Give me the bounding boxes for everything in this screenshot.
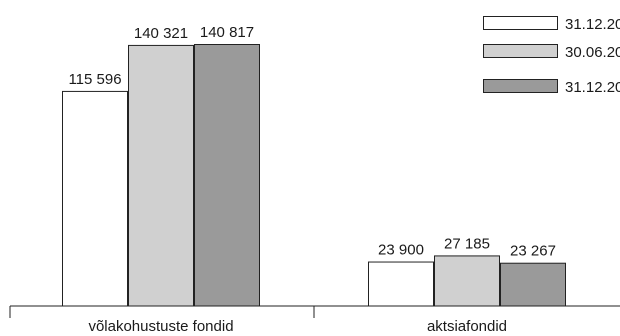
bar-value-label: 27 185 <box>444 235 490 252</box>
legend-swatch <box>483 44 558 58</box>
bar-value-label: 115 596 <box>68 71 121 88</box>
bar-31.12.2013-1 <box>368 261 434 307</box>
legend-label: 31.12.2013 <box>565 16 620 33</box>
category-label: aktsiafondid <box>427 318 507 335</box>
bar-value-label: 140 817 <box>200 24 254 41</box>
bar-30.06.2014-1 <box>434 255 500 307</box>
bar-value-label: 23 267 <box>510 243 556 260</box>
bar-30.06.2014-0 <box>128 44 194 307</box>
legend-label: 31.12.2014 <box>565 79 620 96</box>
bar-value-label: 23 900 <box>378 242 424 259</box>
legend-label: 30.06.2014 <box>565 44 620 61</box>
legend: 31.12.2013 30.06.2014 31.12.2014 <box>483 16 620 96</box>
category-labels-group: võlakohustuste fondid aktsiafondid <box>88 318 507 335</box>
value-labels-group: 115 596 140 321 140 817 23 900 27 185 23 267 <box>68 24 556 260</box>
legend-swatch <box>483 79 558 93</box>
bar-value-label: 140 321 <box>134 25 188 42</box>
bar-31.12.2014-0 <box>194 44 260 307</box>
bars-group <box>62 44 566 307</box>
bar-31.12.2013-0 <box>62 90 128 307</box>
bar-31.12.2014-1 <box>500 262 566 307</box>
category-label: võlakohustuste fondid <box>88 318 233 335</box>
legend-swatch <box>483 16 558 30</box>
